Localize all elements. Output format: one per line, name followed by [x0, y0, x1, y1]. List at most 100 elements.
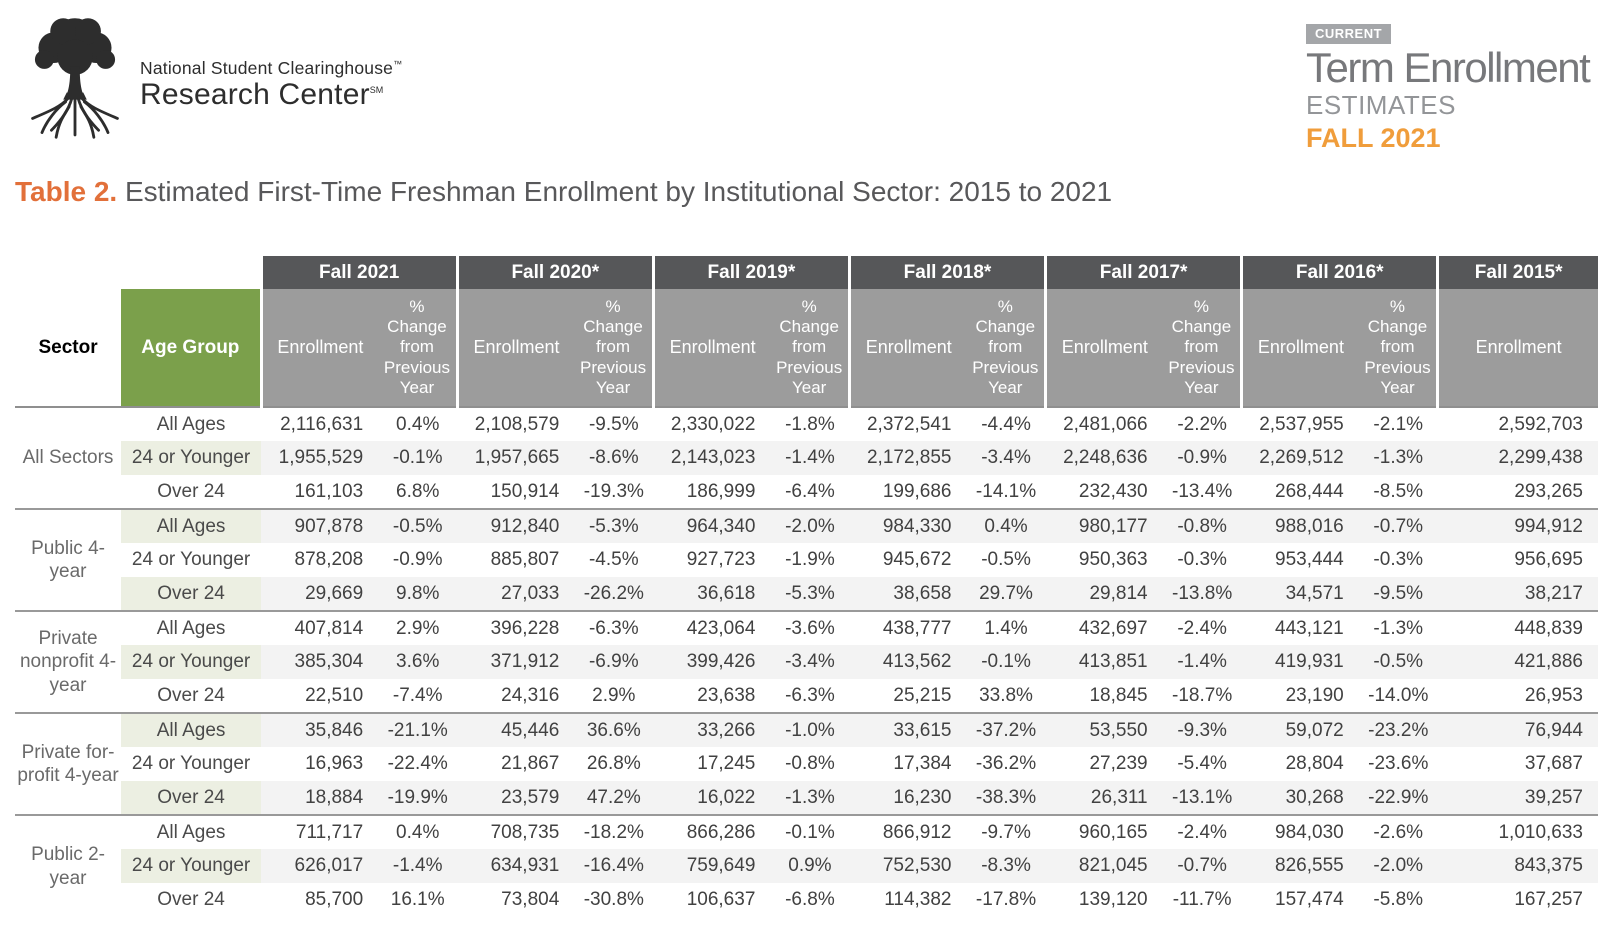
enrollment-value: 432,697 — [1045, 610, 1163, 645]
table-body: All Sectors All Ages 2,116,631 0.4% 2,108,57… — [15, 406, 1598, 917]
pct-change-value: 0.9% — [770, 849, 850, 883]
pct-change-value: -6.8% — [785, 889, 835, 910]
enrollment-value: 27,033 — [457, 577, 575, 611]
enrollment-value: 759,649 — [653, 849, 771, 883]
enrollment-value: 45,446 — [457, 712, 575, 747]
enrollment-value: 2,116,631 — [261, 406, 379, 441]
enrollment-value: 16,022 — [653, 781, 771, 815]
pct-change-value: -6.3% — [574, 610, 654, 645]
enrollment-value: 39,257 — [1437, 781, 1598, 815]
enrollment-value: 843,375 — [1437, 849, 1598, 883]
nsc-logo: National Student Clearinghouse™ Research… — [14, 6, 534, 156]
sector-column-header: Sector — [15, 289, 122, 408]
pct-change-value: -23.2% — [1358, 712, 1438, 747]
year-column-header: Fall 2021 — [259, 256, 458, 289]
enrollment-value: 199,686 — [882, 480, 952, 502]
sector-label: Private for-profit 4-year — [15, 712, 122, 815]
pct-change-value: -0.5% — [1358, 645, 1438, 679]
pct-change-value: -0.9% — [1162, 441, 1242, 475]
pct-change-column-header: % Change from Previous Year — [1358, 289, 1438, 408]
current-badge: CURRENT — [1306, 24, 1392, 44]
enrollment-value: 438,777 — [849, 610, 967, 645]
age-group-label: All Ages — [121, 508, 262, 543]
pct-change-value: -0.7% — [1358, 508, 1438, 543]
pct-change-value: -21.1% — [378, 712, 458, 747]
enrollment-value: 396,228 — [457, 610, 575, 645]
enrollment-value: 16,230 — [849, 781, 967, 815]
enrollment-value: 634,931 — [457, 849, 575, 883]
pct-change-value: -14.1% — [975, 480, 1037, 502]
enrollment-value: 912,840 — [457, 508, 575, 543]
age-group-label: Over 24 — [157, 684, 225, 706]
report-subtitle: ESTIMATES — [1306, 90, 1456, 120]
enrollment-value: 711,717 — [261, 814, 379, 849]
year-column-header: Fall 2019* — [651, 256, 850, 289]
report-brand: CURRENT Term Enrollment ESTIMATES FALL 2… — [1306, 24, 1598, 152]
enrollment-column-header: Enrollment — [259, 289, 379, 408]
enrollment-value: 419,931 — [1241, 645, 1359, 679]
pct-change-value: -26.2% — [574, 577, 654, 611]
pct-change-value: -2.4% — [1162, 814, 1242, 849]
enrollment-value: 29,814 — [1045, 577, 1163, 611]
pct-change-value: -13.4% — [1172, 480, 1233, 502]
enrollment-value: 18,884 — [261, 781, 379, 815]
pct-change-value: -1.9% — [785, 549, 835, 570]
pct-change-value: -2.6% — [1358, 814, 1438, 849]
pct-change-value: -1.3% — [770, 781, 850, 815]
enrollment-value: 385,304 — [261, 645, 379, 679]
enrollment-value: 139,120 — [1078, 889, 1148, 910]
pct-change-value: -1.0% — [770, 712, 850, 747]
enrollment-value: 59,072 — [1241, 712, 1359, 747]
pct-change-value: -4.5% — [588, 549, 639, 570]
enrollment-value: 826,555 — [1241, 849, 1359, 883]
pct-change-column-header: % Change from Previous Year — [378, 289, 458, 408]
year-column-header: Fall 2020* — [455, 256, 654, 289]
pct-change-column-header: % Change from Previous Year — [770, 289, 850, 408]
year-column-header: Fall 2015* — [1436, 256, 1598, 289]
logo-center-name: Research CenterSM — [140, 78, 384, 111]
enrollment-value: 232,430 — [1078, 480, 1148, 502]
pct-change-value: 1.4% — [966, 610, 1046, 645]
spacer-cell — [15, 256, 121, 289]
pct-change-value: -1.4% — [378, 849, 458, 883]
enrollment-value: 2,592,703 — [1437, 406, 1598, 441]
pct-change-value: -2.1% — [1358, 406, 1438, 441]
pct-change-column-header: % Change from Previous Year — [966, 289, 1046, 408]
enrollment-value: 2,108,579 — [457, 406, 575, 441]
enrollment-value: 22,510 — [305, 684, 364, 706]
age-group-label: 24 or Younger — [131, 549, 251, 570]
enrollment-column-header: Enrollment — [1436, 289, 1598, 408]
age-group-label: All Ages — [121, 814, 262, 849]
enrollment-value: 26,953 — [1524, 684, 1583, 706]
table-row: Over 24 29,669 9.8% 27,033 -26.2% 36,618 -5.3%… — [15, 577, 1598, 611]
enrollment-value: 994,912 — [1437, 508, 1598, 543]
pct-change-value: -0.8% — [785, 753, 835, 774]
enrollment-value: 821,045 — [1045, 849, 1163, 883]
enrollment-value: 2,372,541 — [849, 406, 967, 441]
age-group-label: Over 24 — [157, 480, 225, 502]
trademark-symbol: ™ — [393, 59, 403, 70]
pct-change-value: -8.5% — [1373, 480, 1424, 502]
enrollment-value: 23,638 — [697, 684, 756, 706]
enrollment-value: 33,266 — [653, 712, 771, 747]
enrollment-value: 708,735 — [457, 814, 575, 849]
pct-change-value: -16.4% — [574, 849, 654, 883]
servicemark-symbol: SM — [369, 85, 384, 95]
table-row: 24 or Younger 1,955,529 -0.1% 1,957,665 -8.6… — [15, 441, 1598, 475]
enrollment-value: 25,215 — [893, 684, 952, 706]
table-title: Table 2. Estimated First-Time Freshman E… — [15, 176, 1112, 208]
enrollment-value: 980,177 — [1045, 508, 1163, 543]
age-group-column-header: Age Group — [121, 289, 262, 408]
enrollment-value: 114,382 — [884, 889, 952, 910]
enrollment-value: 27,239 — [1089, 753, 1148, 774]
enrollment-value: 36,618 — [653, 577, 771, 611]
enrollment-value: 293,265 — [1514, 480, 1583, 502]
enrollment-value: 38,658 — [849, 577, 967, 611]
pct-change-value: -6.4% — [785, 480, 835, 502]
pct-change-value: -4.4% — [966, 406, 1046, 441]
logo-text: National Student Clearinghouse™ Research… — [140, 58, 402, 112]
enrollment-column-header: Enrollment — [651, 289, 771, 408]
pct-change-value: -2.0% — [1358, 849, 1438, 883]
enrollment-value: 26,311 — [1045, 781, 1163, 815]
enrollment-value: 2,143,023 — [653, 441, 771, 475]
